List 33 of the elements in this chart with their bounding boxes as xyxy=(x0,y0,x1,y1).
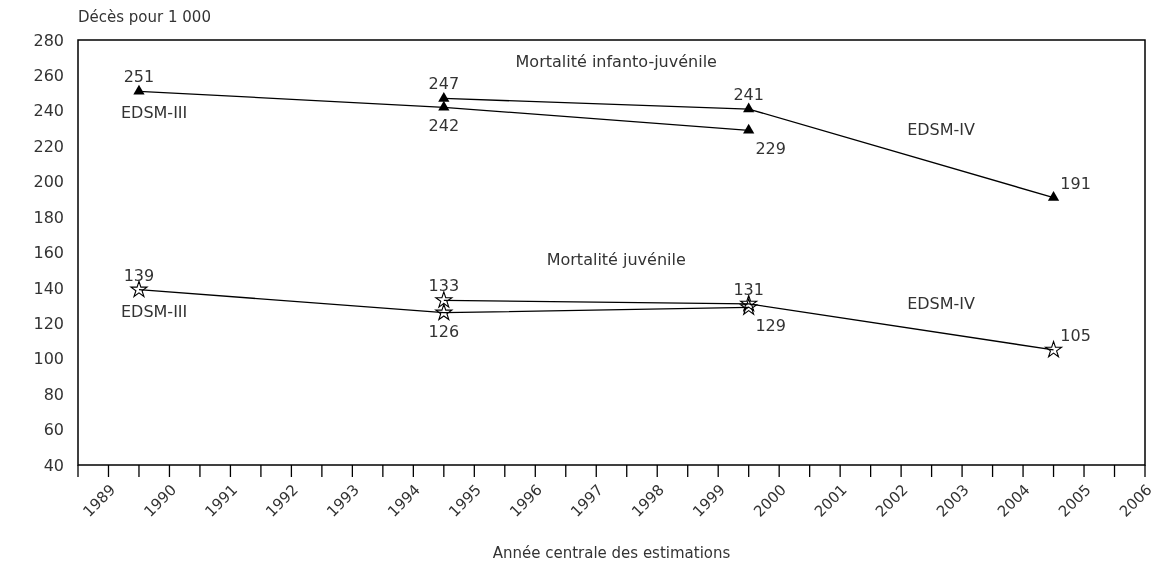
y-tick-label: 80 xyxy=(43,384,64,404)
y-axis-title: Décès pour 1 000 xyxy=(78,8,211,26)
y-tick-label: 60 xyxy=(43,420,64,440)
data-label: 247 xyxy=(428,74,460,94)
data-label: 242 xyxy=(428,116,460,136)
data-label: 229 xyxy=(755,139,786,159)
series-label: EDSM-IV xyxy=(907,120,976,140)
data-label: 131 xyxy=(733,279,764,299)
y-tick-label: 100 xyxy=(33,349,64,369)
series-label: EDSM-III xyxy=(120,103,188,123)
y-tick-label: 260 xyxy=(33,66,64,86)
data-label: 251 xyxy=(123,67,155,87)
data-label: 133 xyxy=(428,276,460,296)
series-label: EDSM-IV xyxy=(907,293,976,313)
series-label: EDSM-III xyxy=(120,301,188,321)
y-tick-label: 280 xyxy=(33,30,64,50)
data-label: 105 xyxy=(1060,325,1091,345)
annotation: Mortalité juvénile xyxy=(546,250,686,270)
y-tick-label: 180 xyxy=(33,207,64,227)
y-tick-label: 120 xyxy=(33,313,64,333)
annotation: Mortalité infanto-juvénile xyxy=(515,51,717,71)
y-tick-label: 40 xyxy=(43,455,64,475)
y-tick-label: 200 xyxy=(33,172,64,192)
data-label: 241 xyxy=(733,85,764,105)
x-axis-title: Année centrale des estimations xyxy=(492,544,731,562)
y-tick-label: 160 xyxy=(33,243,64,263)
data-label: 139 xyxy=(123,265,155,285)
data-label: 126 xyxy=(428,321,460,341)
data-label: 191 xyxy=(1060,173,1091,193)
y-tick-label: 240 xyxy=(33,101,64,121)
y-tick-label: 140 xyxy=(33,278,64,298)
data-label: 129 xyxy=(755,316,786,336)
y-tick-label: 220 xyxy=(33,136,64,156)
